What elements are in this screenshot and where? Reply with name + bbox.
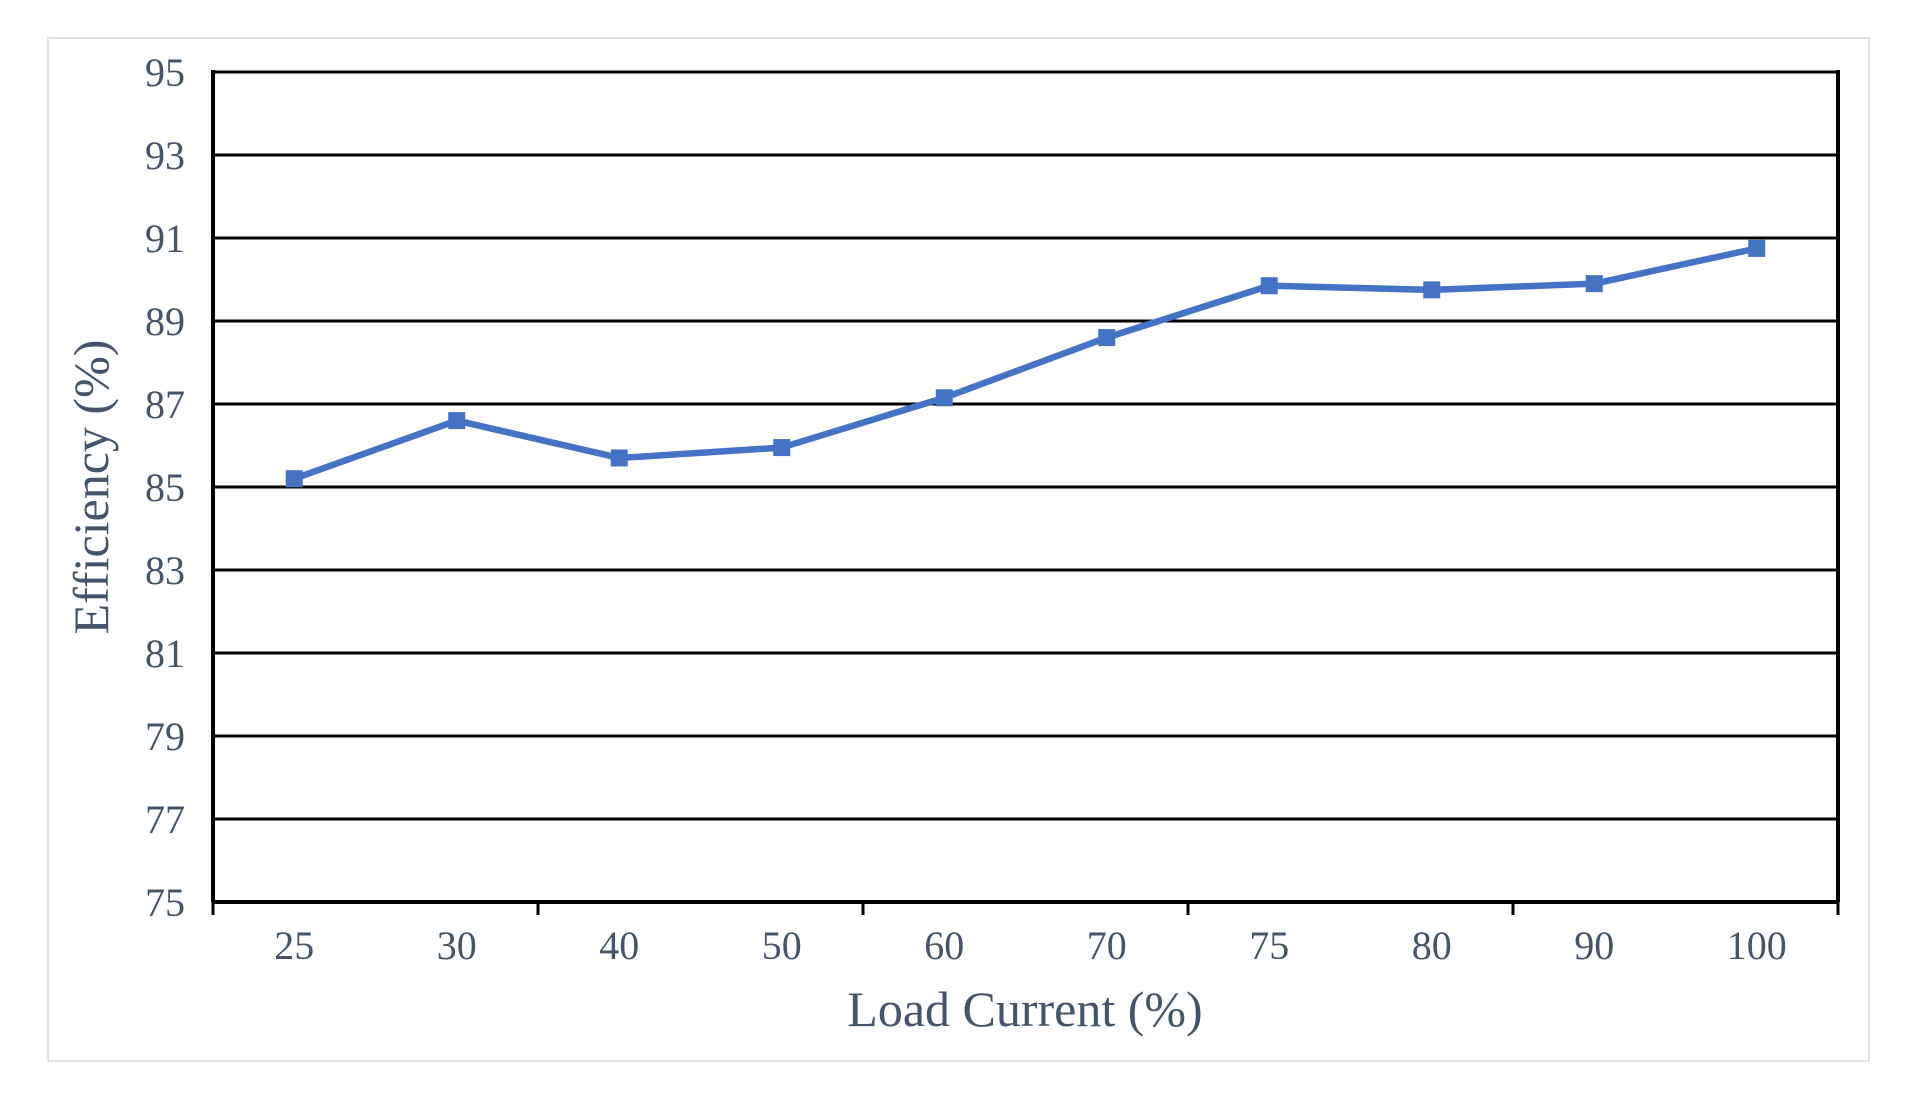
x-axis-tick-label: 25: [274, 923, 314, 968]
chart-area-border: [47, 37, 1870, 1062]
y-axis-tick-label: 91: [145, 216, 185, 261]
data-point-marker: [285, 470, 303, 488]
x-axis-tick-labels-group: 25 30 40 50 60 70 75 80 90 100: [274, 923, 1787, 968]
x-axis-tick-label: 100: [1727, 923, 1787, 968]
x-axis-tick-label: 80: [1412, 923, 1452, 968]
data-point-marker: [1748, 239, 1766, 257]
data-point-marker: [1585, 275, 1603, 293]
x-tick-marks-group: [211, 902, 1840, 915]
data-point-marker: [935, 389, 953, 407]
y-axis-tick-label: 85: [145, 465, 185, 510]
y-axis-tick-label: 83: [145, 548, 185, 593]
gridlines-group: [213, 70, 1838, 904]
axes-group: [211, 70, 1840, 902]
x-axis-tick-label: 90: [1574, 923, 1614, 968]
y-axis-tick-label: 87: [145, 382, 185, 427]
y-axis-tick-label: 89: [145, 299, 185, 344]
data-point-marker: [1260, 277, 1278, 295]
x-axis-tick-label: 60: [924, 923, 964, 968]
y-axis-tick-label: 95: [145, 50, 185, 95]
y-axis-tick-label: 93: [145, 133, 185, 178]
data-point-marker: [1098, 329, 1116, 347]
data-point-marker: [610, 449, 628, 467]
x-axis-tick-label: 50: [762, 923, 802, 968]
x-axis-tick-label: 70: [1087, 923, 1127, 968]
y-axis-tick-label: 77: [145, 797, 185, 842]
y-axis-tick-label: 81: [145, 631, 185, 676]
y-axis-title: Efficiency (%): [63, 340, 119, 635]
x-axis-tick-label: 75: [1249, 923, 1289, 968]
x-axis-tick-label: 30: [437, 923, 477, 968]
series-line: [291, 245, 1760, 482]
y-axis-tick-label: 75: [145, 880, 185, 925]
x-axis-tick-label: 40: [599, 923, 639, 968]
data-point-marker: [773, 439, 791, 457]
data-point-markers-group: [285, 239, 1766, 488]
data-point-marker: [1423, 281, 1441, 299]
data-point-marker: [448, 412, 466, 430]
y-axis-tick-label: 79: [145, 714, 185, 759]
x-axis-title: Load Current (%): [847, 981, 1202, 1037]
y-axis-tick-labels-group: 75 77 79 81 83 85 87 89 91 93 95: [145, 50, 185, 925]
series-line-group: [291, 245, 1760, 482]
